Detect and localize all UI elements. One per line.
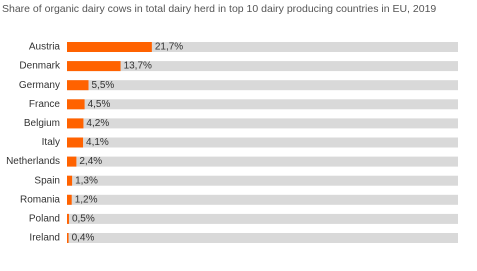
value-label: 4,2%: [86, 118, 109, 129]
bar-track: [67, 137, 458, 148]
bar: [67, 175, 73, 186]
y-tick-label: France: [29, 99, 61, 110]
y-tick-label: Germany: [19, 80, 60, 91]
y-tick-label: Belgium: [24, 118, 60, 129]
bar: [67, 42, 152, 52]
value-label: 13,7%: [124, 61, 152, 72]
value-label: 21,7%: [155, 42, 183, 53]
bar-track: [67, 233, 458, 243]
value-label: 2,4%: [79, 156, 102, 167]
bar-track: [67, 194, 458, 205]
bar: [67, 233, 69, 243]
y-tick-label: Romania: [20, 194, 60, 205]
bar-track: [67, 175, 458, 186]
value-label: 4,1%: [86, 137, 109, 148]
bar: [67, 118, 84, 129]
bar-track: [67, 99, 458, 110]
y-tick-label: Poland: [29, 214, 60, 225]
value-label: 0,5%: [72, 214, 95, 225]
bar-track: [67, 156, 458, 167]
bar: [67, 213, 69, 224]
bar-track: [67, 213, 458, 224]
bar: [67, 137, 84, 148]
bar-track: [67, 42, 458, 52]
bar: [67, 61, 121, 72]
bar: [67, 99, 85, 110]
y-tick-label: Denmark: [19, 61, 61, 72]
value-label: 0,4%: [72, 233, 95, 244]
value-label: 1,3%: [75, 175, 98, 186]
bar-track: [67, 61, 458, 72]
value-label: 1,2%: [75, 194, 98, 205]
value-label: 4,5%: [88, 99, 111, 110]
y-tick-label: Austria: [29, 42, 61, 53]
bar-track: [67, 80, 458, 91]
bar: [67, 80, 89, 91]
y-tick-label: Netherlands: [6, 156, 60, 167]
y-tick-label: Italy: [42, 137, 60, 148]
value-label: 5,5%: [92, 80, 115, 91]
bar: [67, 194, 72, 205]
bar: [67, 156, 77, 167]
y-tick-label: Ireland: [29, 233, 60, 244]
bar-track: [67, 118, 458, 129]
chart-title: Share of organic dairy cows in total dai…: [2, 3, 436, 15]
y-tick-label: Spain: [34, 175, 60, 186]
